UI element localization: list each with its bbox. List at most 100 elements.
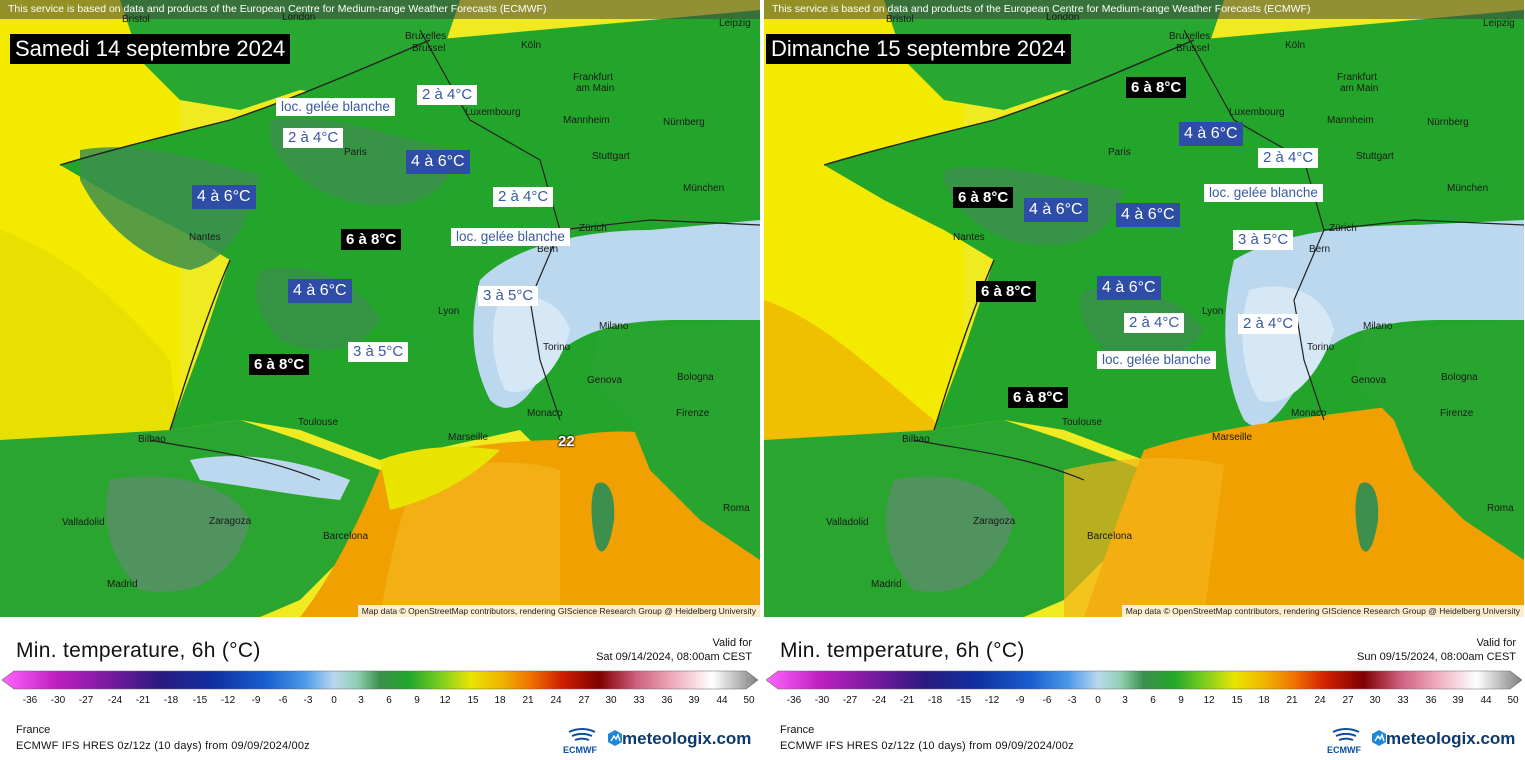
color-scale-bar [2, 670, 758, 690]
city-label: Nürnberg [1427, 117, 1469, 128]
city-label: Madrid [107, 579, 138, 590]
date-title: Dimanche 15 septembre 2024 [766, 34, 1071, 64]
city-label: Valladolid [62, 517, 105, 528]
terrain-layer [764, 0, 1524, 617]
scale-tick: -30 [50, 695, 66, 706]
scale-tick: -24 [871, 695, 887, 706]
map-panel-saturday: This service is based on data and produc… [0, 0, 760, 760]
scale-tick: 3 [1122, 695, 1128, 706]
forecast-label: 6 à 8°C [249, 354, 310, 375]
color-scale-bar [766, 670, 1522, 690]
city-label: Roma [1487, 503, 1514, 514]
city-label: Zürich [1329, 223, 1357, 234]
region-label: France [780, 724, 815, 736]
scale-tick: 27 [1342, 695, 1354, 706]
scale-tick: -21 [899, 695, 915, 706]
date-title: Samedi 14 septembre 2024 [10, 34, 291, 64]
terrain-layer [0, 0, 760, 617]
city-label: Bologna [1441, 372, 1478, 383]
forecast-label: loc. gelée blanche [1204, 184, 1323, 202]
city-label: Bern [1309, 244, 1331, 255]
scale-tick: 15 [1231, 695, 1243, 706]
forecast-label: 2 à 4°C [283, 128, 344, 148]
temperature-map[interactable]: This service is based on data and produc… [0, 0, 760, 617]
city-label: Luxembourg [1229, 107, 1285, 118]
city-label: Genova [587, 375, 623, 386]
scale-ticks: -36 -30 -27 -24 -21 -18 -15 -12 -9 -6 -3… [764, 695, 1524, 709]
scale-tick: 15 [467, 695, 479, 706]
city-label: Mannheim [1327, 115, 1374, 126]
city-label: Mannheim [563, 115, 610, 126]
scale-tick: 33 [1397, 695, 1409, 706]
scale-tick: 36 [1425, 695, 1437, 706]
city-label: Monaco [1291, 408, 1327, 419]
city-label: Marseille [448, 432, 489, 443]
scale-tick: -3 [1067, 695, 1077, 706]
city-label: Barcelona [323, 531, 369, 542]
city-label: am Main [1340, 83, 1379, 94]
max-value-marker: 22 [558, 433, 575, 450]
city-label: Barcelona [1087, 531, 1133, 542]
forecast-label: 6 à 8°C [953, 187, 1014, 208]
forecast-label: 3 à 5°C [348, 342, 409, 362]
city-label: Frankfurt [573, 72, 614, 83]
city-label: Lyon [1202, 306, 1224, 317]
osm-attribution: Map data © OpenStreetMap contributors, r… [357, 605, 760, 617]
forecast-label: 2 à 4°C [493, 187, 554, 207]
osm-attribution: Map data © OpenStreetMap contributors, r… [1121, 605, 1524, 617]
scale-tick: -27 [842, 695, 858, 706]
valid-for-date: Sun 09/15/2024, 08:00am CEST [1357, 651, 1516, 663]
map-panel-sunday: This service is based on data and produc… [764, 0, 1524, 760]
scale-tick: -15 [192, 695, 208, 706]
scale-ticks: -36 -30 -27 -24 -21 -18 -15 -12 -9 -6 -3… [0, 695, 760, 709]
scale-tick: 30 [605, 695, 617, 706]
model-info: ECMWF IFS HRES 0z/12z (10 days) from 09/… [780, 740, 1074, 752]
meteologix-brand[interactable]: meteologix.com [1386, 729, 1516, 748]
legend-title: Min. temperature, 6h (°C) [780, 639, 1025, 662]
scale-tick: -30 [814, 695, 830, 706]
forecast-label: loc. gelée blanche [451, 228, 570, 246]
ecmwf-attribution: This service is based on data and produc… [764, 0, 1524, 19]
scale-tick: -9 [1015, 695, 1025, 706]
scale-tick: 24 [1314, 695, 1326, 706]
meteologix-brand[interactable]: meteologix.com [622, 729, 752, 748]
city-label: Monaco [527, 408, 563, 419]
forecast-label: loc. gelée blanche [1097, 351, 1216, 369]
city-label: Luxembourg [465, 107, 521, 118]
scale-tick: 44 [1480, 695, 1492, 706]
city-label: Bruxelles [1169, 31, 1211, 42]
city-label: Bilbao [138, 434, 166, 445]
ecmwf-attribution: This service is based on data and produc… [0, 0, 760, 19]
city-label: Brussel [412, 43, 446, 54]
scale-tick: 9 [414, 695, 420, 706]
ecmwf-logo-icon [568, 728, 596, 741]
city-label: am Main [576, 83, 615, 94]
city-label: Marseille [1212, 432, 1253, 443]
scale-tick: 50 [1507, 695, 1519, 706]
scale-tick: 39 [1452, 695, 1464, 706]
region-label: France [16, 724, 51, 736]
scale-tick: 44 [716, 695, 728, 706]
city-label: Toulouse [1062, 417, 1103, 428]
scale-tick: -36 [22, 695, 38, 706]
scale-tick: 9 [1178, 695, 1184, 706]
scale-tick: 24 [550, 695, 562, 706]
scale-tick: 0 [331, 695, 337, 706]
forecast-label: 2 à 4°C [1124, 313, 1185, 333]
legend-area: Min. temperature, 6h (°C) Valid for Sun … [764, 617, 1524, 760]
city-label: Lyon [438, 306, 460, 317]
scale-tick: -18 [927, 695, 943, 706]
forecast-label: 4 à 6°C [192, 185, 256, 209]
forecast-label: 6 à 8°C [341, 229, 402, 250]
scale-tick: 12 [439, 695, 451, 706]
forecast-label: 3 à 5°C [1233, 230, 1294, 250]
scale-tick: 6 [1150, 695, 1156, 706]
temperature-map[interactable]: This service is based on data and produc… [764, 0, 1524, 617]
forecast-label: loc. gelée blanche [276, 98, 395, 116]
city-label: Genova [1351, 375, 1387, 386]
model-info: ECMWF IFS HRES 0z/12z (10 days) from 09/… [16, 740, 310, 752]
city-label: Milano [1363, 321, 1393, 332]
city-label: Paris [1108, 147, 1131, 158]
ecmwf-logo-text: ECMWF [563, 745, 597, 755]
forecast-label: 4 à 6°C [288, 279, 352, 303]
